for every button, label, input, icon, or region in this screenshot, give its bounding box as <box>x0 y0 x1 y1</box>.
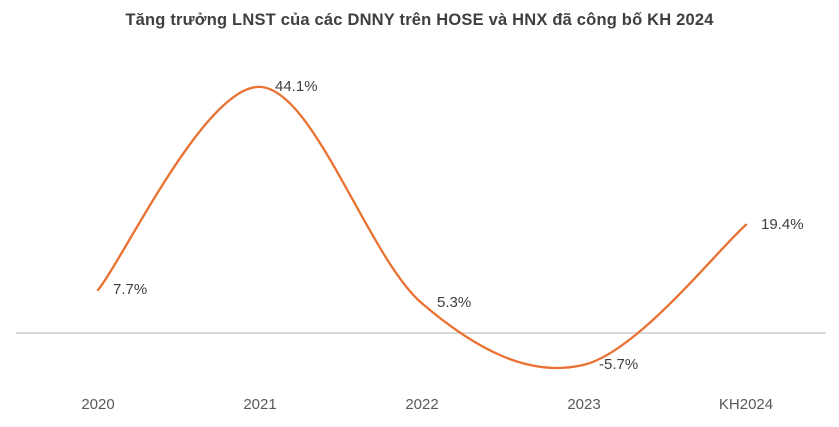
x-axis-labels: 2020 2021 2022 2023 KH2024 <box>0 396 839 416</box>
x-tick-2022: 2022 <box>405 396 439 413</box>
profit-growth-line <box>96 85 748 370</box>
x-tick-2021: 2021 <box>243 396 277 413</box>
x-tick-2020: 2020 <box>81 396 115 413</box>
chart-title: Tăng trưởng LNST của các DNNY trên HOSE … <box>125 11 714 29</box>
x-tick-2023: 2023 <box>567 396 601 413</box>
x-tick-KH2024: KH2024 <box>718 396 774 413</box>
